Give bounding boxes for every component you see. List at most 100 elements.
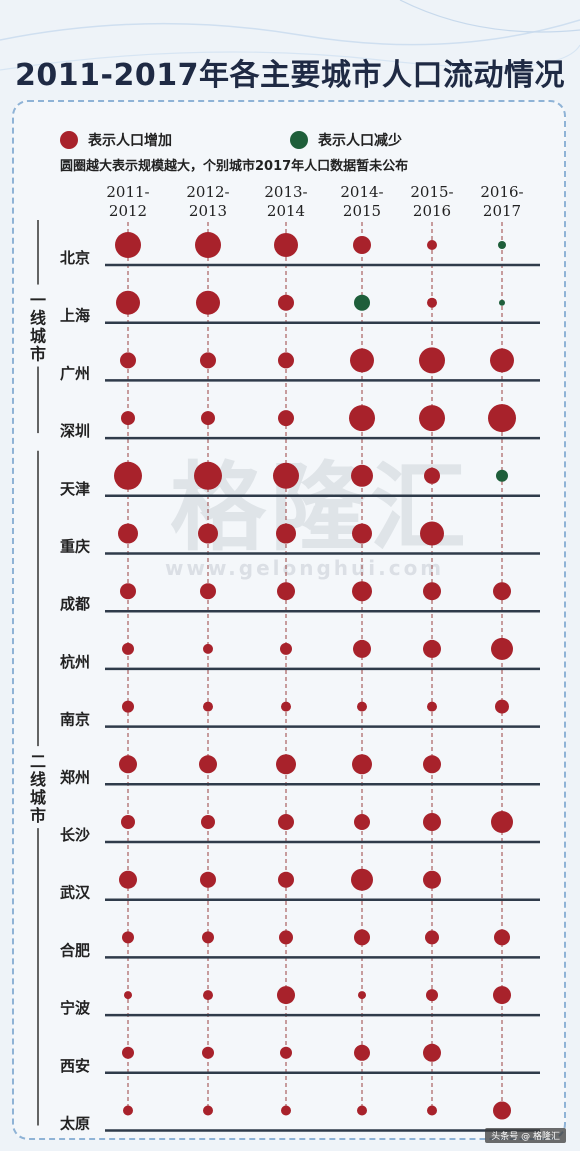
bubble-深圳-1 [201, 411, 215, 426]
bubble-西安-4 [423, 1043, 441, 1062]
bubble-郑州-2 [276, 754, 296, 775]
bubble-上海-2 [278, 294, 294, 311]
bubble-重庆-3 [352, 523, 372, 544]
period-header-4: 2015-2016 [410, 183, 453, 220]
bubble-天津-2 [273, 462, 299, 489]
city-label-杭州: 杭州 [60, 653, 90, 671]
bubble-长沙-2 [278, 814, 294, 830]
bubble-北京-2 [274, 233, 298, 257]
bubble-西安-1 [202, 1046, 214, 1059]
bubble-宁波-3 [358, 991, 366, 1000]
bubble-北京-1 [195, 232, 221, 258]
bubble-天津-3 [351, 464, 373, 487]
bubble-北京-5 [498, 241, 506, 249]
bubble-宁波-1 [203, 990, 213, 1001]
legend-decrease-label: 表示人口减少 [318, 133, 402, 149]
city-label-广州: 广州 [60, 364, 90, 382]
bubble-长沙-0 [121, 815, 135, 829]
bubble-北京-4 [427, 240, 437, 250]
bubble-太原-0 [123, 1105, 133, 1116]
bubble-长沙-5 [491, 811, 513, 833]
bubble-太原-3 [357, 1105, 367, 1116]
bubble-天津-5 [496, 469, 508, 482]
period-header-1: 2012-2013 [186, 183, 229, 220]
bubble-广州-4 [419, 347, 445, 374]
group-label-1: 二线城市 [30, 752, 46, 825]
legend-note: 圆圈越大表示规模越大，个别城市2017年人口数据暂未公布 [60, 159, 409, 174]
bubble-武汉-1 [200, 871, 216, 888]
bubble-杭州-0 [122, 642, 134, 655]
bubble-宁波-4 [426, 989, 438, 1002]
bubble-长沙-3 [354, 814, 370, 830]
bubble-南京-1 [203, 701, 213, 712]
city-label-合肥: 合肥 [59, 941, 90, 959]
bubble-广州-1 [200, 352, 216, 369]
chart-panel [12, 100, 566, 1140]
period-header-0: 2011-2012 [106, 183, 149, 220]
bubble-郑州-0 [119, 755, 137, 774]
bubble-郑州-3 [352, 754, 372, 775]
bubble-上海-5 [499, 299, 505, 306]
city-label-武汉: 武汉 [60, 884, 91, 902]
bubble-深圳-4 [419, 405, 445, 432]
bubble-南京-3 [357, 701, 367, 712]
period-header-2: 2013-2014 [264, 183, 307, 220]
city-label-天津: 天津 [60, 480, 90, 498]
bubble-西安-0 [122, 1046, 134, 1059]
bubble-长沙-1 [201, 815, 215, 829]
bubble-北京-3 [353, 236, 371, 254]
bubble-合肥-0 [122, 931, 134, 944]
bubble-武汉-4 [423, 870, 441, 889]
red-circle-icon [60, 131, 78, 149]
bubble-合肥-5 [494, 929, 510, 946]
bubble-宁波-2 [277, 986, 295, 1005]
bubble-杭州-3 [353, 639, 371, 658]
bubble-上海-3 [354, 294, 370, 311]
bubble-太原-2 [281, 1105, 291, 1116]
city-label-长沙: 长沙 [60, 826, 90, 844]
bubble-太原-4 [427, 1105, 437, 1116]
legend-decrease: 表示人口减少 [290, 130, 402, 150]
bubble-合肥-4 [425, 930, 439, 945]
bubble-重庆-0 [118, 523, 138, 544]
bubble-南京-5 [495, 699, 509, 714]
bubble-成都-3 [352, 581, 372, 602]
bubble-长沙-4 [423, 813, 441, 831]
bubble-太原-1 [203, 1105, 213, 1116]
bubble-南京-4 [427, 701, 437, 712]
bubble-深圳-5 [488, 404, 516, 433]
watermark-url: www.gelonghui.com [165, 556, 445, 580]
city-label-宁波: 宁波 [60, 999, 91, 1017]
bubble-上海-4 [427, 297, 437, 308]
bubble-重庆-4 [420, 521, 444, 546]
bubble-广州-3 [350, 348, 374, 373]
bubble-武汉-0 [119, 870, 137, 889]
city-label-西安: 西安 [60, 1057, 90, 1075]
bubble-重庆-1 [198, 523, 218, 544]
period-header-5: 2016-2017 [480, 183, 523, 220]
corner-watermark: 头条号 @ 格隆汇 [485, 1128, 566, 1143]
period-header-3: 2014-2015 [340, 183, 383, 220]
bubble-杭州-2 [280, 642, 292, 655]
bubble-成都-1 [200, 583, 216, 600]
bubble-天津-0 [114, 461, 142, 490]
city-label-成都: 成都 [60, 595, 90, 613]
bubble-广州-5 [490, 348, 514, 373]
bubble-天津-1 [194, 461, 222, 490]
bubble-郑州-4 [423, 755, 441, 774]
bubble-成都-0 [120, 583, 136, 600]
city-label-南京: 南京 [60, 711, 90, 729]
legend-increase-label: 表示人口增加 [88, 133, 172, 149]
bubble-深圳-2 [278, 410, 294, 427]
bubble-合肥-3 [354, 929, 370, 946]
legend-increase: 表示人口增加 [60, 130, 172, 150]
bubble-成都-2 [277, 582, 295, 601]
bubble-成都-4 [423, 582, 441, 601]
city-label-郑州: 郑州 [60, 768, 90, 786]
green-circle-icon [290, 131, 308, 149]
page-title: 2011-2017年各主要城市人口流动情况 [15, 58, 565, 93]
bubble-合肥-1 [202, 931, 214, 944]
bubble-南京-2 [281, 701, 291, 712]
